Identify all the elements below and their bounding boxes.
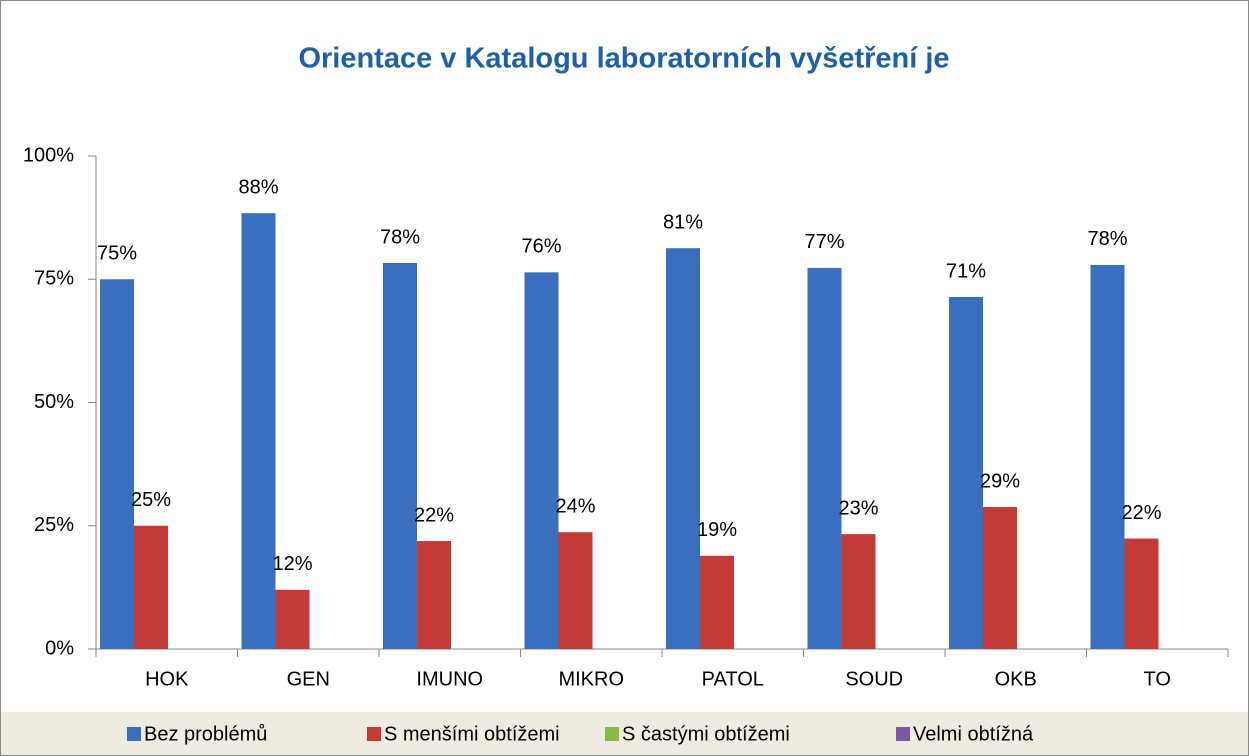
data-label: 19% <box>697 519 737 541</box>
bar <box>417 541 451 649</box>
bar <box>275 589 310 649</box>
bar <box>841 534 876 649</box>
data-label: 22% <box>414 504 454 526</box>
y-tick-label: 0% <box>45 637 74 659</box>
legend-label: S častými obtížemi <box>622 723 790 745</box>
data-label: 71% <box>946 260 986 282</box>
data-label: 12% <box>272 553 312 575</box>
data-label: 76% <box>521 236 561 258</box>
x-tick-label: MIKRO <box>558 668 624 690</box>
x-tick-label: GEN <box>287 668 330 690</box>
bar <box>666 248 700 650</box>
data-label: 25% <box>131 489 171 511</box>
bar <box>1090 264 1125 649</box>
bar <box>524 272 559 649</box>
data-label: 75% <box>97 243 137 265</box>
bar <box>383 262 417 649</box>
chart-title: Orientace v Katalogu laboratorních vyšet… <box>298 43 949 75</box>
legend-band <box>1 712 1248 755</box>
data-label: 77% <box>804 231 844 253</box>
bar <box>949 296 983 649</box>
x-tick-label: HOK <box>145 668 189 690</box>
bar <box>100 279 134 649</box>
x-tick-label: OKB <box>995 668 1037 690</box>
data-label: 24% <box>555 495 595 517</box>
y-tick-label: 75% <box>34 268 74 290</box>
data-label: 88% <box>238 176 278 198</box>
data-label: 22% <box>1121 502 1161 524</box>
data-label: 23% <box>838 497 878 519</box>
legend-swatch <box>896 727 910 741</box>
data-label: 81% <box>663 211 703 233</box>
y-tick-label: 100% <box>23 144 74 166</box>
legend-swatch <box>605 727 619 741</box>
bar <box>558 532 593 649</box>
legend-label: Velmi obtížná <box>913 723 1034 745</box>
y-tick-label: 50% <box>34 391 74 413</box>
bar <box>807 267 842 649</box>
legend-swatch <box>127 727 141 741</box>
data-label: 78% <box>1087 228 1127 250</box>
legend-swatch <box>367 727 381 741</box>
bar <box>1124 538 1159 649</box>
y-tick-label: 25% <box>34 514 74 536</box>
x-tick-label: SOUD <box>845 668 903 690</box>
bar <box>134 525 168 649</box>
x-tick-label: PATOL <box>702 668 764 690</box>
bar <box>983 507 1017 649</box>
data-label: 78% <box>380 226 420 248</box>
x-tick-label: IMUNO <box>416 668 483 690</box>
data-label: 29% <box>980 470 1020 492</box>
legend-label: Bez problémů <box>144 723 267 745</box>
legend-label: S menšími obtížemi <box>384 723 560 745</box>
x-tick-label: TO <box>1144 668 1171 690</box>
bar <box>241 213 276 650</box>
bar <box>700 555 734 649</box>
